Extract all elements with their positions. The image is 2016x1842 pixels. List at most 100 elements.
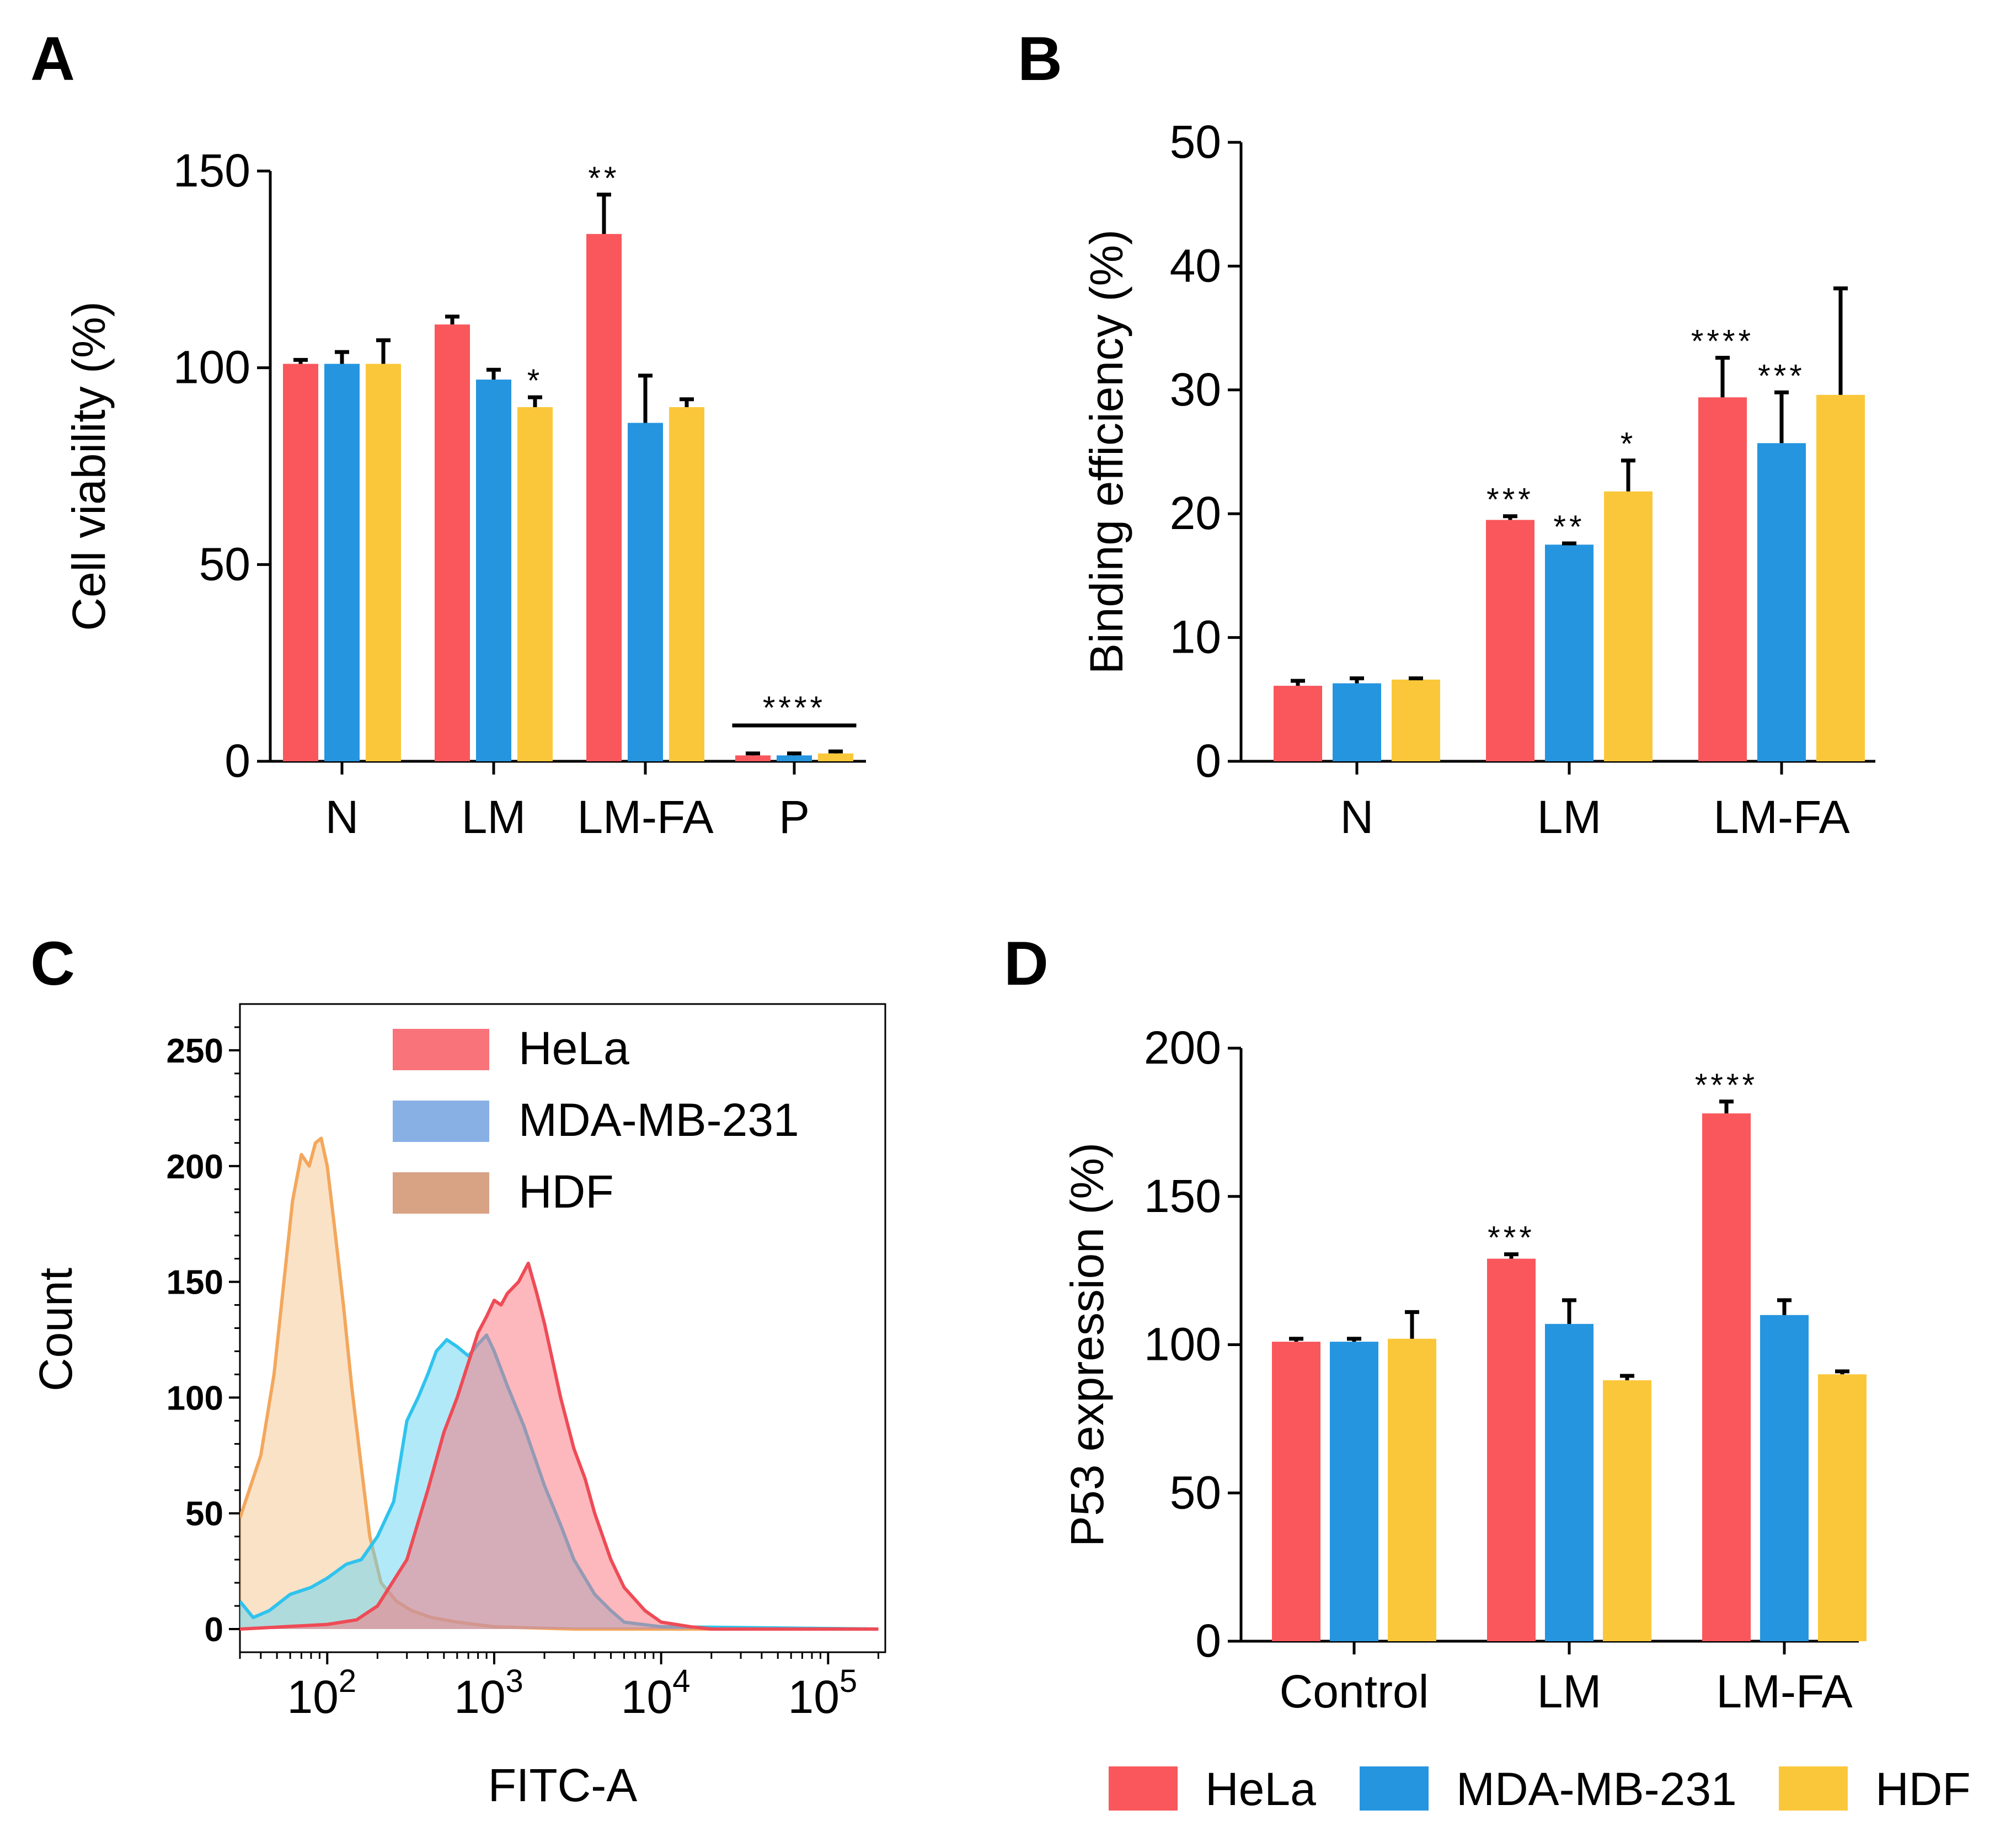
significance-marker: ** [588, 161, 619, 196]
x-tick-label: 105 [788, 1663, 857, 1723]
y-tick-label: 0 [205, 1611, 223, 1649]
bar-hdf-lm [1604, 491, 1653, 761]
bar-mda-mb-231-lm-fa [1757, 443, 1806, 761]
y-tick-label: 150 [167, 1264, 223, 1302]
y-tick-label: 200 [1144, 1022, 1221, 1074]
legend-swatch-hdf [393, 1172, 489, 1214]
bar-hdf-lm-fa [1816, 394, 1865, 761]
panel-label-a: A [30, 24, 75, 93]
bar-mda-mb-231-lm [1545, 544, 1593, 761]
bar-mda-mb-231-n [1333, 683, 1381, 761]
legend-label-hela: HeLa [1205, 1763, 1316, 1815]
significance-marker: * [1621, 426, 1637, 462]
y-tick-label: 100 [173, 341, 250, 393]
y-tick-label: 250 [167, 1032, 223, 1070]
bar-mda-mb-231-p [777, 755, 812, 761]
y-tick-label: 0 [1195, 1615, 1221, 1667]
bar-hela-p [735, 755, 771, 761]
bar-mda-mb-231-lm [1545, 1323, 1593, 1641]
x-tick-label-p: P [779, 791, 810, 843]
legend-swatch-mda-mb-231 [1360, 1766, 1429, 1811]
significance-marker: *** [1486, 482, 1534, 518]
x-tick-label-control: Control [1280, 1665, 1429, 1717]
legend-swatch-hdf [1779, 1766, 1848, 1811]
bar-mda-mb-231-lm [476, 380, 511, 761]
y-tick-label: 0 [1195, 735, 1221, 787]
y-tick-label: 10 [1170, 611, 1221, 663]
bar-hdf-lm-fa [669, 407, 704, 761]
y-tick-label: 50 [199, 538, 250, 590]
x-tick-label-lm-fa: LM-FA [1716, 1665, 1852, 1717]
bar-hdf-p [818, 753, 853, 761]
y-tick-label: 0 [224, 735, 250, 787]
bar-mda-mb-231-control [1330, 1342, 1378, 1641]
tick-base: 10 [454, 1671, 505, 1723]
x-tick-label-n: N [325, 791, 359, 843]
tick-exponent: 4 [672, 1663, 690, 1699]
y-axis-title: Cell viability (%) [63, 301, 115, 631]
tick-exponent: 2 [339, 1663, 356, 1699]
histogram-line-hela [240, 1262, 879, 1631]
panel-label-c: C [30, 929, 75, 998]
legend-swatch-hela [1109, 1766, 1178, 1811]
bar-hela-control [1272, 1342, 1320, 1641]
y-tick-label: 50 [185, 1495, 223, 1533]
bar-hela-lm-fa [1702, 1113, 1751, 1641]
bar-hela-n [1274, 686, 1322, 761]
significance-marker: **** [1695, 1067, 1758, 1103]
significance-marker: ** [1553, 509, 1585, 545]
y-tick-label: 20 [1170, 487, 1221, 539]
x-tick-label-lm: LM [1537, 1665, 1602, 1717]
x-tick-label: 103 [454, 1663, 523, 1723]
bar-hela-lm-fa [1698, 397, 1747, 761]
x-axis-title: FITC-A [488, 1759, 638, 1811]
x-tick-label-lm-fa: LM-FA [577, 791, 713, 843]
y-tick-label: 100 [1144, 1318, 1221, 1370]
y-axis-title: P53 expression (%) [1061, 1142, 1113, 1547]
histogram-areas [240, 1136, 879, 1631]
bar-hdf-lm [1603, 1380, 1651, 1641]
panel-d-p53-expression-chart: 0 50 100 150 200 P53 expression (%) Control LM L… [1061, 1022, 1867, 1717]
legend-swatch-mda-mb-231 [393, 1101, 489, 1142]
legend-label-hela: HeLa [518, 1022, 629, 1074]
y-tick-label: 150 [173, 145, 250, 196]
bar-hela-lm-fa [586, 234, 622, 762]
histogram-fill-hela [240, 1263, 879, 1630]
tick-base: 10 [287, 1671, 338, 1723]
significance-marker: *** [1758, 358, 1805, 394]
bar-hdf-n [366, 364, 401, 761]
y-axis-title: Binding efficiency (%) [1081, 229, 1132, 674]
x-tick-label: 104 [621, 1663, 691, 1723]
bar-mda-mb-231-lm-fa [1760, 1315, 1809, 1641]
panel-label-d: D [1004, 929, 1049, 998]
significance-marker: *** [1488, 1220, 1535, 1256]
y-axis-title: Count [30, 1268, 82, 1391]
x-tick-label-n: N [1340, 791, 1374, 843]
y-tick-label: 40 [1170, 239, 1221, 291]
x-tick-label: 102 [287, 1663, 356, 1723]
bar-hela-n [283, 364, 318, 761]
y-tick-label: 100 [167, 1379, 223, 1417]
bar-hdf-control [1388, 1338, 1436, 1641]
y-tick-label: 200 [167, 1148, 223, 1186]
significance-marker: * [527, 363, 543, 399]
histogram-fill-mda-mb-231 [240, 1335, 879, 1630]
tick-exponent: 3 [506, 1663, 523, 1699]
x-tick-label-lm: LM [462, 791, 526, 843]
bar-hela-lm [435, 324, 470, 761]
bar-hela-lm [1486, 520, 1534, 761]
legend-label-mda-mb-231: MDA-MB-231 [1456, 1763, 1737, 1815]
panel-b-binding-efficiency-chart: 0 10 20 30 40 50 Binding efficiency (%) N LM LM-F… [1081, 116, 1875, 843]
bar-mda-mb-231-lm-fa [628, 423, 663, 761]
y-tick-label: 150 [1144, 1170, 1221, 1222]
tick-base: 10 [788, 1671, 839, 1723]
y-tick-label: 50 [1170, 116, 1221, 168]
legend-label-mda-mb-231: MDA-MB-231 [518, 1094, 799, 1146]
y-tick-label: 30 [1170, 364, 1221, 415]
panel-label-b: B [1018, 24, 1062, 93]
significance-marker: **** [763, 690, 826, 726]
tick-exponent: 5 [839, 1663, 857, 1699]
significance-marker: **** [1691, 323, 1754, 359]
